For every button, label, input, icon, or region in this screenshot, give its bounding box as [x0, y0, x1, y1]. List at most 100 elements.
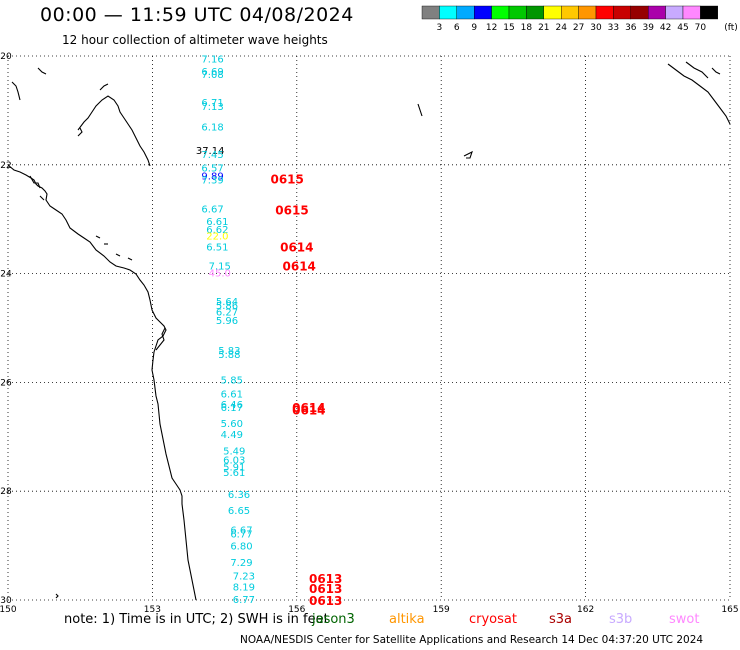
- wave-height-value: 6.69: [201, 67, 223, 78]
- wave-height-value: 5.85: [221, 376, 243, 387]
- wave-height-value: 5.64: [216, 297, 238, 308]
- lat-label: 28: [0, 487, 12, 497]
- lat-label: 30: [0, 596, 12, 606]
- wave-height-value: 5.88: [218, 350, 240, 361]
- coast-inlet: [29, 175, 41, 189]
- wave-height-value: 5.61: [223, 468, 245, 479]
- wave-height-value: 6.46: [221, 400, 243, 411]
- colorbar-unit: (ft): [724, 23, 738, 33]
- pass-time-label: 0614: [283, 259, 316, 273]
- island-b: [99, 83, 109, 91]
- colorbar-labels: 3 6 9 12 15 18 21 24 27 30 33 36 39 42 45 70: [437, 23, 707, 33]
- wave-height-value: 7.15: [209, 261, 231, 272]
- wave-height-value: 6.61: [221, 389, 243, 400]
- coastline: [7, 61, 731, 601]
- lon-label: 165: [721, 605, 738, 612]
- lon-label: 153: [144, 605, 161, 612]
- map-subtitle: 12 hour collection of altimeter wave hei…: [62, 33, 328, 47]
- northeast-coastline-2: [685, 61, 709, 79]
- wave-height-value: 6.51: [206, 242, 228, 253]
- lat-label: 24: [0, 270, 12, 280]
- colorbar-tick-label: 70: [695, 23, 707, 33]
- wave-height-value: 6.77: [233, 595, 255, 606]
- wave-height-value: 7.29: [230, 558, 252, 569]
- island-a: [77, 127, 83, 137]
- gridlines: [7, 55, 731, 601]
- wave-height-value: 7.16: [201, 55, 223, 66]
- wave-height-value: 37.14: [196, 146, 225, 157]
- colorbar-tick-label: 39: [642, 23, 654, 33]
- pass-time-label: 0615: [270, 172, 303, 186]
- island-d: [37, 67, 47, 75]
- wave-height-value: 6.17: [221, 403, 243, 414]
- wave-height-value: 6.62: [206, 225, 228, 236]
- coast-bay: [155, 327, 166, 351]
- colorbar-tick-label: 15: [503, 23, 514, 33]
- legend-row: note: 1) Time is in UTC; 2) SWH is in fe…: [0, 612, 740, 630]
- colorbar-tick-label: 21: [538, 23, 549, 33]
- latitude-labels: 20 22 24 26 28 30: [0, 52, 12, 606]
- wave-height-value: 5.96: [216, 316, 238, 327]
- pass-time-label: 0613: [309, 594, 342, 608]
- colorbar-tick-label: 45: [677, 23, 688, 33]
- colorbar-swatches: [421, 5, 719, 20]
- wave-height-value: 6.65: [228, 506, 250, 517]
- colorbar-tick-label: 24: [555, 23, 567, 33]
- reef-5: [127, 257, 133, 261]
- northern-coastline: [77, 95, 151, 167]
- wave-height-value: 45.0: [209, 269, 231, 280]
- wave-height-value: 6.61: [206, 217, 228, 228]
- wave-height-value: 5.49: [223, 446, 245, 457]
- pass-time-label: 0614: [292, 404, 325, 418]
- pass-time-label: 0614: [280, 240, 313, 254]
- satellite-legend-item: s3a: [549, 612, 573, 627]
- island-h: [55, 593, 59, 599]
- longitude-labels: 150 153 156 159 162 165: [0, 605, 739, 612]
- wave-height-value: 6.67: [230, 525, 252, 536]
- colorbar-tick-label: 36: [625, 23, 637, 33]
- wave-height-value: 7.08: [201, 70, 223, 81]
- satellite-legend-item: swot: [669, 612, 700, 627]
- note-text: note: 1) Time is in UTC; 2) SWH is in fe…: [64, 612, 329, 627]
- wave-height-value: 6.36: [228, 490, 250, 501]
- footer-credit: NOAA/NESDIS Center for Satellite Applica…: [240, 634, 704, 646]
- colorbar-tick-label: 3: [437, 23, 443, 33]
- altimeter-map: 20 22 24 26 28 30 150 153 156 159 162 165 7.166.69…: [0, 52, 739, 612]
- wave-height-value: 6.27: [216, 308, 238, 319]
- wave-height-value: 4.49: [221, 430, 243, 441]
- satellite-legend-item: s3b: [609, 612, 633, 627]
- colorbar-tick-label: 30: [590, 23, 602, 33]
- map-title: 00:00 — 11:59 UTC 04/08/2024: [40, 4, 354, 26]
- lat-label: 20: [0, 52, 12, 62]
- wave-height-value: 6.67: [201, 204, 223, 215]
- colorbar-swatch: [700, 5, 719, 20]
- pass-time-label: 0613: [309, 582, 342, 596]
- colorbar-tick-label: 33: [608, 23, 619, 33]
- wave-height-value: 7.45: [201, 150, 223, 161]
- reef-1: [39, 195, 45, 201]
- australia-coastline: [7, 164, 197, 601]
- lat-label: 26: [0, 378, 12, 388]
- wave-height-value: 7.39: [201, 175, 223, 186]
- reef-4: [115, 253, 121, 257]
- wave-height-value: 5.86: [216, 301, 238, 312]
- wave-height-value: 8.19: [233, 582, 255, 593]
- wave-height-value: 22.0: [206, 232, 228, 243]
- colorbar-tick-label: 12: [486, 23, 497, 33]
- wave-height-value: 6.71: [201, 98, 223, 109]
- wave-height-value: 7.23: [233, 572, 255, 583]
- wave-height-value: 5.60: [221, 419, 243, 430]
- pass-time-label: 0615: [275, 203, 308, 217]
- wave-height-value: 5.83: [218, 346, 240, 357]
- colorbar-tick-label: 6: [454, 23, 460, 33]
- island-e: [417, 103, 423, 117]
- satellite-legend-item: cryosat: [469, 612, 517, 627]
- island-f: [463, 150, 473, 159]
- wave-height-value: 6.80: [230, 542, 252, 553]
- lat-label: 22: [0, 161, 11, 171]
- colorbar: 3 6 9 12 15 18 21 24 27 30 33 36 39 42 45 70 (ft): [421, 5, 738, 33]
- lon-label: 162: [577, 605, 594, 612]
- wave-height-labels: 7.166.697.08 6.717.13 6.18 37.147.45 6.579.8…: [196, 55, 255, 606]
- colorbar-tick-label: 18: [521, 23, 533, 33]
